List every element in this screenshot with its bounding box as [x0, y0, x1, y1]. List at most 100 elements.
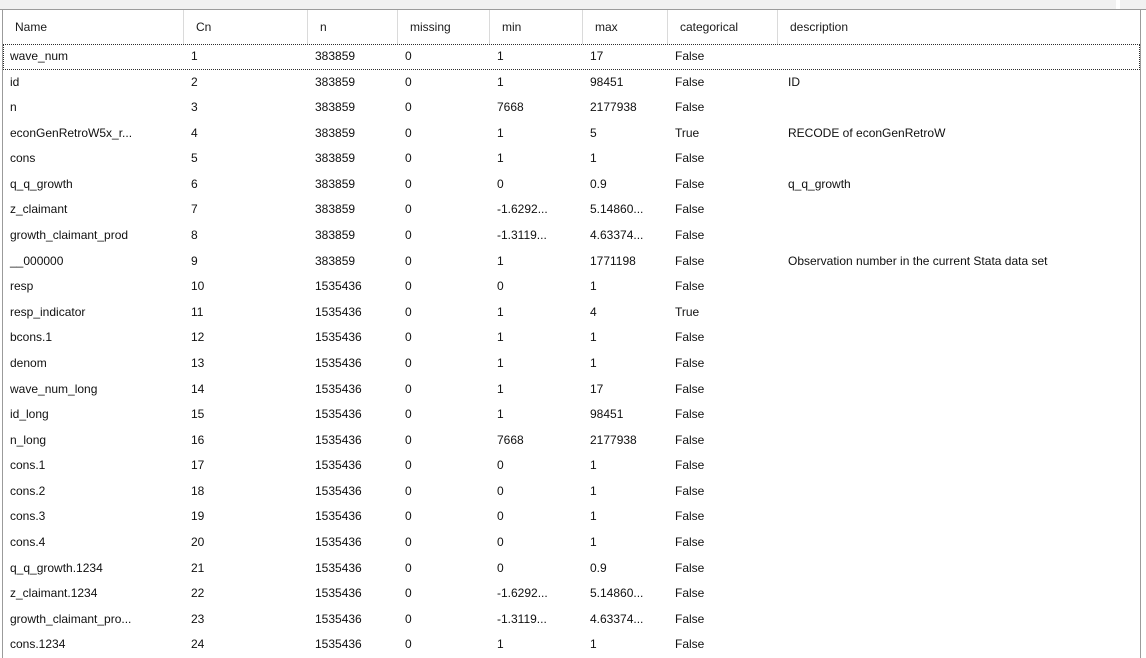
- cell-n[interactable]: 1535436: [315, 560, 362, 575]
- cell-name[interactable]: z_claimant: [10, 202, 68, 217]
- cell-missing[interactable]: 0: [405, 49, 412, 63]
- cell-description[interactable]: q_q_growth: [788, 176, 851, 191]
- table-row[interactable]: wave_num_long 14 1535436 0 1 17 False: [3, 376, 1140, 403]
- cell-cn[interactable]: 15: [191, 407, 205, 422]
- table-row[interactable]: n_long 16 1535436 0 7668 2177938 False: [3, 427, 1140, 454]
- cell-min[interactable]: 0: [497, 279, 504, 294]
- cell-description[interactable]: [778, 607, 1139, 633]
- cell-name[interactable]: z_claimant.1234: [10, 586, 98, 601]
- cell-min[interactable]: 0: [497, 534, 504, 549]
- cell-cn[interactable]: 24: [191, 637, 205, 652]
- cell-cn[interactable]: 19: [191, 509, 205, 524]
- cell-max[interactable]: 4.63374...: [590, 611, 644, 626]
- cell-name[interactable]: resp: [10, 279, 34, 294]
- cell-max[interactable]: 1771198: [590, 253, 636, 268]
- table-row[interactable]: id 2 383859 0 1 98451 False ID: [3, 69, 1140, 96]
- cell-missing[interactable]: 0: [405, 586, 412, 601]
- cell-description[interactable]: [778, 504, 1139, 530]
- cell-description[interactable]: [778, 632, 1139, 658]
- cell-max[interactable]: 17: [590, 381, 604, 396]
- table-row[interactable]: wave_num 1 383859 0 1 17 False: [3, 44, 1140, 70]
- cell-description[interactable]: [778, 351, 1139, 377]
- cell-name[interactable]: wave_num_long: [10, 381, 98, 396]
- cell-name[interactable]: id: [10, 74, 20, 89]
- cell-n[interactable]: 383859: [315, 100, 356, 115]
- table-row[interactable]: z_claimant.1234 22 1535436 0 -1.6292... 5.148…: [3, 581, 1140, 607]
- cell-missing[interactable]: 0: [405, 253, 412, 268]
- cell-min[interactable]: 0: [497, 483, 504, 498]
- cell-min[interactable]: 1: [497, 125, 504, 140]
- cell-missing[interactable]: 0: [405, 228, 412, 243]
- cell-categorical[interactable]: False: [675, 611, 705, 626]
- cell-n[interactable]: 1535436: [315, 407, 362, 422]
- cell-name[interactable]: growth_claimant_prod: [10, 228, 129, 243]
- cell-description[interactable]: [778, 274, 1139, 300]
- cell-min[interactable]: -1.6292...: [497, 586, 548, 601]
- cell-cn[interactable]: 4: [191, 125, 198, 140]
- cell-n[interactable]: 383859: [315, 202, 356, 217]
- cell-categorical[interactable]: False: [675, 253, 705, 268]
- cell-max[interactable]: 4: [590, 304, 597, 319]
- cell-name[interactable]: cons.2: [10, 483, 46, 498]
- cell-cn[interactable]: 2: [191, 74, 198, 89]
- cell-description[interactable]: [778, 197, 1139, 223]
- cell-max[interactable]: 0.9: [590, 560, 607, 575]
- cell-categorical[interactable]: False: [675, 151, 705, 166]
- cell-cn[interactable]: 11: [191, 304, 204, 319]
- cell-max[interactable]: 5.14860...: [590, 202, 644, 217]
- cell-max[interactable]: 5: [590, 125, 597, 140]
- cell-description[interactable]: RECODE of econGenRetroW: [788, 125, 946, 140]
- cell-categorical[interactable]: False: [675, 432, 705, 447]
- cell-min[interactable]: 0: [497, 560, 504, 575]
- cell-missing[interactable]: 0: [405, 304, 412, 319]
- cell-description[interactable]: [778, 44, 1139, 70]
- cell-min[interactable]: 1: [497, 637, 504, 652]
- cell-description[interactable]: [778, 428, 1139, 454]
- cell-cn[interactable]: 23: [191, 611, 205, 626]
- cell-categorical[interactable]: True: [675, 304, 700, 319]
- cell-cn[interactable]: 20: [191, 534, 205, 549]
- cell-missing[interactable]: 0: [405, 279, 412, 294]
- cell-missing[interactable]: 0: [405, 509, 412, 524]
- table-row[interactable]: bcons.1 12 1535436 0 1 1 False: [3, 325, 1140, 351]
- column-header-missing[interactable]: missing: [398, 10, 490, 44]
- cell-name[interactable]: cons.3: [10, 509, 46, 524]
- cell-n[interactable]: 1535436: [315, 483, 362, 498]
- cell-description[interactable]: [778, 402, 1139, 428]
- cell-min[interactable]: 0: [497, 458, 504, 473]
- cell-name[interactable]: resp_indicator: [10, 304, 86, 319]
- cell-min[interactable]: 1: [497, 330, 504, 345]
- cell-min[interactable]: 1: [497, 381, 504, 396]
- table-row[interactable]: cons.2 18 1535436 0 0 1 False: [3, 478, 1140, 505]
- cell-categorical[interactable]: False: [675, 202, 705, 217]
- cell-categorical[interactable]: False: [675, 279, 705, 294]
- cell-min[interactable]: 0: [497, 509, 504, 524]
- cell-min[interactable]: 1: [497, 74, 504, 89]
- table-row[interactable]: n 3 383859 0 7668 2177938 False: [3, 95, 1140, 121]
- cell-name[interactable]: wave_num: [10, 49, 69, 63]
- cell-name[interactable]: q_q_growth: [10, 176, 73, 191]
- cell-max[interactable]: 98451: [590, 74, 624, 89]
- cell-n[interactable]: 383859: [315, 151, 356, 166]
- cell-n[interactable]: 1535436: [315, 458, 362, 473]
- cell-name[interactable]: growth_claimant_pro...: [10, 611, 132, 626]
- cell-cn[interactable]: 9: [191, 253, 198, 268]
- cell-missing[interactable]: 0: [405, 560, 412, 575]
- cell-missing[interactable]: 0: [405, 355, 412, 370]
- cell-description[interactable]: [778, 581, 1139, 607]
- column-header-min[interactable]: min: [490, 10, 583, 44]
- cell-cn[interactable]: 16: [191, 432, 205, 447]
- cell-cn[interactable]: 17: [191, 458, 205, 473]
- cell-max[interactable]: 2177938: [590, 100, 637, 115]
- cell-n[interactable]: 383859: [315, 74, 356, 89]
- column-header-description[interactable]: description: [790, 20, 849, 34]
- cell-name[interactable]: cons.1234: [10, 637, 66, 652]
- cell-categorical[interactable]: False: [675, 355, 705, 370]
- cell-missing[interactable]: 0: [405, 407, 412, 422]
- cell-missing[interactable]: 0: [405, 483, 412, 498]
- cell-missing[interactable]: 0: [405, 100, 412, 115]
- cell-categorical[interactable]: False: [675, 637, 705, 652]
- table-row[interactable]: resp_indicator 11 1535436 0 1 4 True: [3, 299, 1140, 326]
- cell-categorical[interactable]: False: [675, 381, 705, 396]
- cell-min[interactable]: 1: [497, 151, 504, 166]
